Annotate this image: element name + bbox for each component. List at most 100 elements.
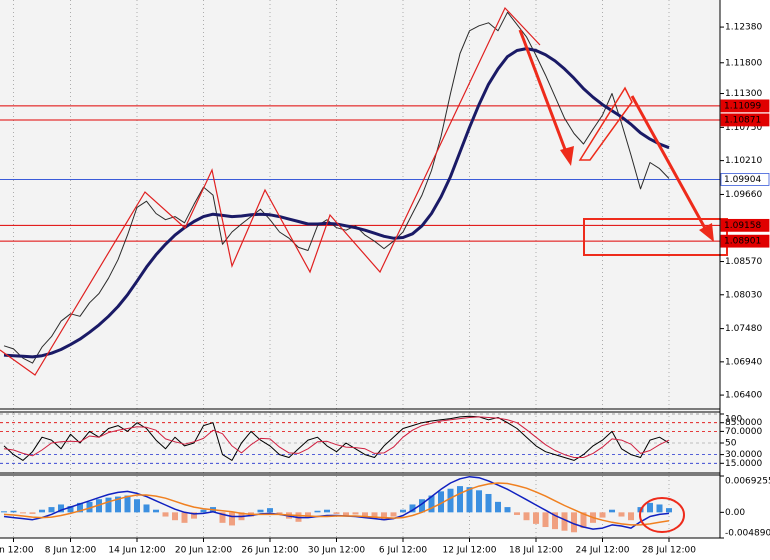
arrow-head-2 (699, 223, 714, 242)
histogram-bar (400, 509, 406, 513)
y-tick-label: 30.0000 (725, 450, 762, 460)
level-label-box (720, 173, 770, 186)
histogram-bar (438, 491, 444, 513)
axis-layer (0, 0, 724, 542)
y-tick-label: -0.0048908 (725, 529, 770, 539)
histogram-bar (48, 507, 55, 513)
histogram-bar (618, 512, 625, 517)
histogram-bar (115, 496, 121, 513)
histogram-bar (77, 502, 83, 513)
series-line (3, 482, 670, 526)
y-tick-label: 1.08030 (725, 290, 762, 300)
histogram-bar (504, 507, 511, 513)
histogram-bar (324, 509, 330, 513)
histogram-bar (305, 512, 311, 518)
x-tick-label: 8 Jun 12:00 (45, 546, 97, 556)
y-tick-label: 85.0000 (725, 418, 762, 428)
y-tick-label: 0.00 (725, 508, 745, 518)
arrow-head-1 (560, 146, 574, 166)
level-label: 1.08901 (724, 237, 761, 247)
histogram-bar (495, 501, 501, 513)
histogram-bar (609, 509, 615, 513)
histogram-bar (229, 512, 235, 526)
x-tick-label: 24 Jul 12:00 (576, 546, 630, 556)
histogram-bar (181, 512, 188, 523)
y-tick-label: 1.11800 (725, 58, 762, 68)
histogram-bar (333, 512, 340, 514)
histogram-bar (124, 495, 131, 513)
x-tick-label: 26 Jun 12:00 (241, 546, 298, 556)
histogram-bar (523, 512, 530, 521)
histogram-bar (172, 512, 178, 521)
histogram-bar (476, 490, 482, 513)
y-tick-label: 1.11300 (725, 89, 762, 99)
histogram-bar (191, 512, 197, 519)
histogram-bar (343, 512, 349, 516)
y-tick-label: 50 (725, 439, 737, 449)
histogram-bar (419, 499, 425, 513)
level-label: 1.09158 (724, 221, 761, 231)
level-label-box (720, 113, 770, 127)
histogram-bar (1, 511, 7, 513)
histogram-bar (153, 509, 159, 513)
histogram-bar (656, 504, 663, 513)
y-tick-label: 70.0000 (725, 427, 762, 437)
x-tick-label: 18 Jul 12:00 (509, 546, 563, 556)
histogram-bar (571, 512, 577, 533)
y-tick-label: 1.10210 (725, 156, 762, 166)
histogram-bar (514, 512, 520, 515)
arrow-down-1 (518, 29, 568, 153)
histogram-bar (352, 512, 359, 515)
histogram-bar (599, 512, 606, 518)
histogram-bar (428, 495, 435, 513)
y-tick-label: 1.08570 (725, 257, 762, 267)
triangle-drawing (578, 86, 633, 161)
data-layer (1, 11, 672, 533)
x-tick-label: 6 Jul 12:00 (379, 546, 428, 556)
histogram-bar (666, 508, 672, 513)
histogram-bar (219, 512, 226, 523)
level-label: 1.09904 (724, 175, 761, 185)
histogram-bar (390, 512, 397, 517)
level-label-box (720, 99, 770, 113)
y-tick-label: 1.10750 (725, 123, 762, 133)
x-tick-label: un 12:00 (0, 546, 34, 556)
histogram-bar (362, 512, 368, 517)
plot-background (0, 0, 720, 538)
histogram-bar (647, 502, 653, 513)
series-line (3, 416, 670, 458)
y-tick-label: 100 (725, 415, 742, 425)
x-tick-label: 30 Jun 12:00 (308, 546, 365, 556)
histogram-bar (162, 512, 169, 517)
histogram-bar (466, 487, 473, 513)
y-tick-label: 1.12380 (725, 23, 762, 33)
histogram-bar (561, 512, 568, 531)
histogram-bar (580, 512, 587, 529)
histogram-bar (457, 486, 463, 513)
zigzag-drawing (0, 6, 541, 376)
histogram-bar (267, 508, 273, 513)
histogram-bar (200, 509, 207, 513)
analysis-arrows (518, 29, 714, 242)
y-tick-label: 1.09660 (725, 190, 762, 200)
level-label: 1.11099 (724, 101, 761, 111)
series-line (3, 415, 670, 461)
level-label-box (720, 218, 770, 232)
histogram-bar (552, 512, 558, 530)
histogram-bar (134, 499, 140, 513)
x-tick-label: 20 Jun 12:00 (175, 546, 232, 556)
grid-layer (0, 0, 720, 538)
x-tick-label: 28 Jul 12:00 (642, 546, 696, 556)
level-label-box (720, 234, 770, 248)
x-tick-label: 12 Jul 12:00 (443, 546, 497, 556)
histogram-bar (381, 512, 387, 521)
histogram-bar (447, 488, 454, 513)
arrow-down-2 (630, 95, 708, 231)
y-tick-label: 15.0000 (725, 459, 762, 469)
histogram-bar (371, 512, 378, 519)
histogram-bar (67, 506, 74, 513)
y-tick-label: 1.07480 (725, 324, 762, 334)
histogram-bar (29, 512, 36, 514)
series-line (3, 11, 670, 364)
histogram-bar (485, 493, 492, 513)
